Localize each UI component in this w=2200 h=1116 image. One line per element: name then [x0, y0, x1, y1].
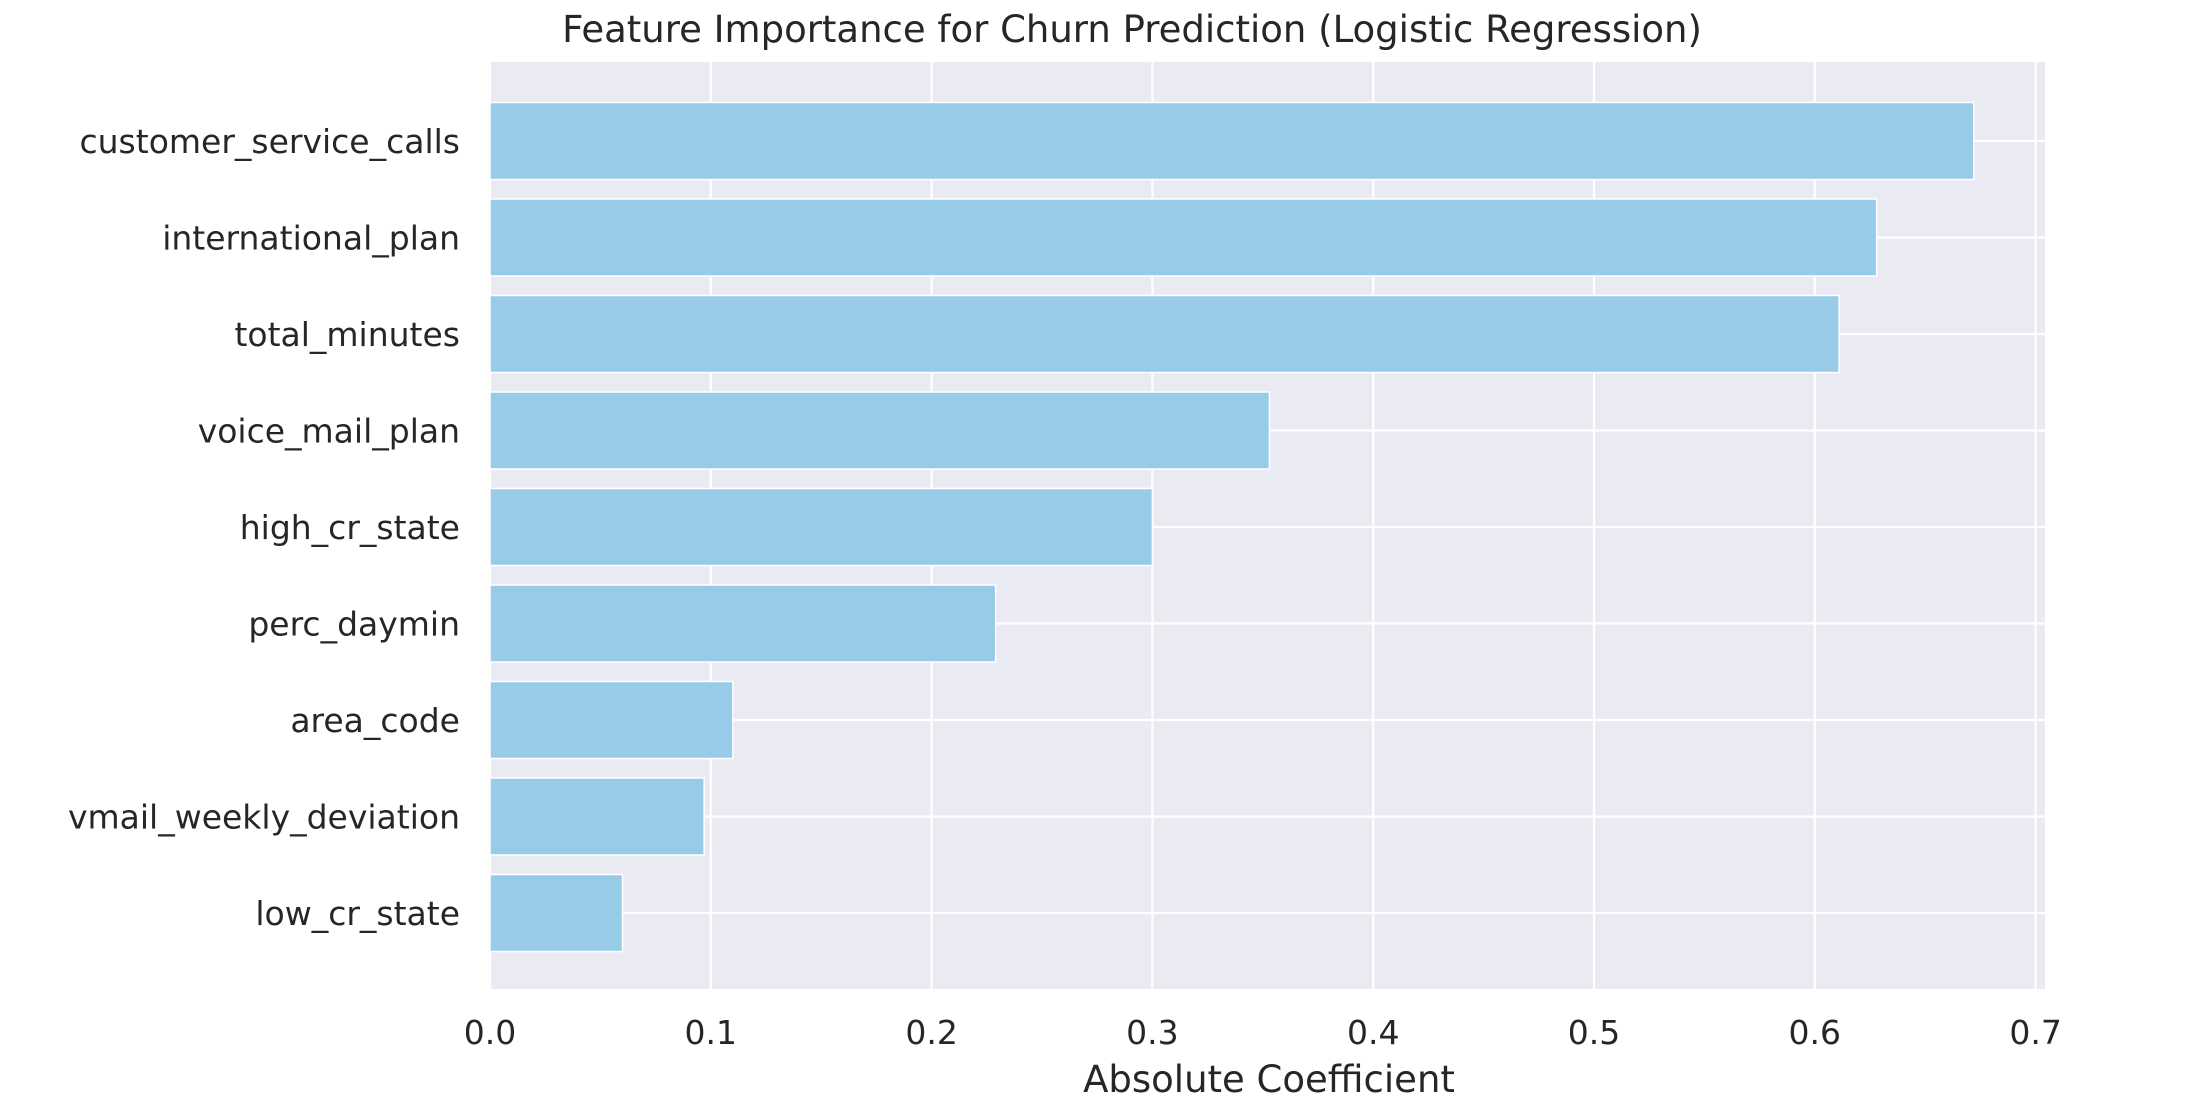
y-tick-label: vmail_weekly_deviation — [68, 798, 460, 837]
x-tick-label: 0.2 — [905, 1013, 957, 1052]
bar-perc-daymin — [489, 584, 997, 663]
y-tick-label: total_minutes — [234, 315, 460, 354]
bar-vmail-weekly-deviation — [489, 777, 705, 856]
x-tick-label: 0.1 — [685, 1013, 737, 1052]
y-tick-label: area_code — [290, 701, 460, 740]
y-tick-label: voice_mail_plan — [198, 412, 460, 451]
x-tick-label: 0.7 — [2009, 1013, 2061, 1052]
chart-title: Feature Importance for Churn Prediction … — [562, 8, 1702, 51]
y-tick-labels: customer_service_calls international_plan… — [68, 122, 460, 933]
bar-low-cr-state — [489, 873, 624, 953]
y-tick-label: high_cr_state — [240, 508, 460, 547]
x-tick-label: 0.4 — [1347, 1013, 1399, 1052]
x-axis-label: Absolute Coefficient — [1083, 1058, 1455, 1101]
y-tick-label: low_cr_state — [255, 894, 460, 933]
x-tick-labels: 0.0 0.1 0.2 0.3 0.4 0.5 0.6 0.7 — [464, 1013, 2062, 1052]
x-tick-label: 0.0 — [464, 1013, 516, 1052]
bar-customer-service-calls — [489, 101, 1975, 181]
y-tick-label: international_plan — [162, 219, 460, 258]
bars-layer — [489, 101, 1975, 953]
y-tick-label: perc_daymin — [248, 605, 460, 644]
x-tick-label: 0.6 — [1789, 1013, 1841, 1052]
x-tick-label: 0.5 — [1568, 1013, 1620, 1052]
bar-international-plan — [489, 198, 1878, 277]
x-tick-label: 0.3 — [1126, 1013, 1178, 1052]
bar-total-minutes — [489, 294, 1840, 374]
bar-high-cr-state — [489, 487, 1154, 567]
bar-voice-mail-plan — [489, 391, 1271, 470]
y-tick-label: customer_service_calls — [80, 122, 461, 161]
bar-area-code — [489, 680, 734, 760]
